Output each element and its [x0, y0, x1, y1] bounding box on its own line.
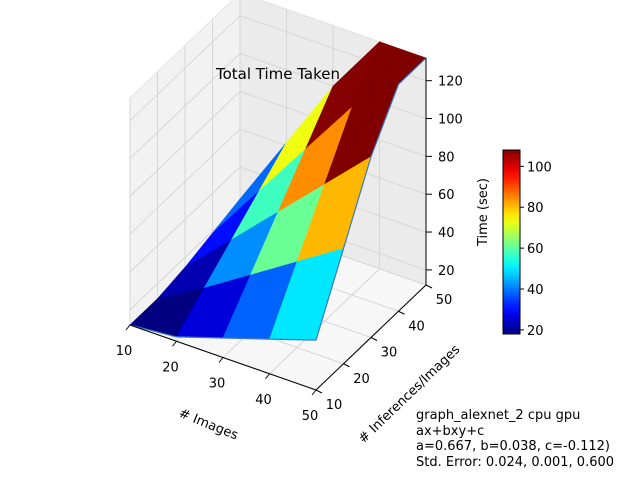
- y-tick: [425, 284, 433, 289]
- chart-title: Total Time Taken: [215, 65, 340, 83]
- colorbar-tick-label: 100: [527, 160, 552, 175]
- z-left-gridline: [129, 166, 241, 273]
- z-left-gridline: [129, 53, 241, 159]
- surface: [129, 41, 427, 341]
- z-tick-label: 80: [438, 150, 455, 165]
- x-tick-label: 10: [116, 344, 133, 359]
- z-left-gridline: [129, 128, 241, 235]
- fit-annotation: graph_alexnet_2 cpu gpu ax+bxy+c a=0.667, …: [416, 408, 614, 470]
- y-tick-label: 20: [353, 372, 370, 387]
- annotation-line-3: a=0.667, b=0.038, c=-0.112): [416, 439, 610, 454]
- x-tick: [125, 324, 131, 331]
- x-tick: [265, 373, 270, 380]
- x-tick-label: 40: [255, 393, 272, 408]
- y-tick-label: 30: [381, 346, 398, 361]
- colorbar-tick-label: 60: [527, 242, 544, 257]
- x-tick-label: 50: [302, 409, 319, 424]
- z-tick-label: 20: [438, 264, 455, 279]
- x-axis-label: # Images: [177, 406, 241, 443]
- z-tick-label: 120: [438, 75, 463, 90]
- z-axis-label: Time (sec): [476, 178, 491, 247]
- x-tick: [311, 389, 317, 396]
- y-tick: [315, 389, 323, 394]
- annotation-line-1: graph_alexnet_2 cpu gpu: [416, 408, 581, 423]
- y-tick: [343, 363, 350, 368]
- z-tick-label: 40: [438, 226, 455, 241]
- x-tick: [218, 357, 224, 363]
- annotation-line-4: Std. Error: 0.024, 0.001, 0.600: [416, 454, 615, 470]
- colorbar-ticks: 20 40 60 80 100: [520, 160, 552, 339]
- colorbar-gradient: [502, 149, 521, 335]
- y-tick-label: 40: [408, 319, 425, 334]
- x-tick-label: 30: [209, 377, 226, 392]
- z-tick-label: 100: [438, 113, 463, 128]
- z-left-gridline: [129, 91, 241, 197]
- y-tick: [370, 337, 378, 341]
- x-tick: [172, 340, 177, 347]
- y-tick-label: 50: [436, 293, 453, 308]
- y-tick: [398, 310, 405, 315]
- z-left-gridline: [129, 15, 241, 122]
- surface-edge: [129, 57, 427, 341]
- x-tick-label: 20: [162, 360, 179, 375]
- axes-ticks: 10 20 30 40 50 10 20 30 40 50 20 40 60 80 100 120: [116, 58, 463, 424]
- colorbar-tick-label: 80: [527, 201, 544, 216]
- colorbar: 20 40 60 80 100: [502, 149, 552, 339]
- colorbar-tick-label: 40: [527, 283, 544, 298]
- annotation-line-2: ax+bxy+c: [416, 423, 485, 439]
- colorbar-tick-label: 20: [527, 324, 544, 339]
- y-tick-label: 10: [326, 398, 343, 413]
- z-tick-label: 60: [438, 188, 455, 203]
